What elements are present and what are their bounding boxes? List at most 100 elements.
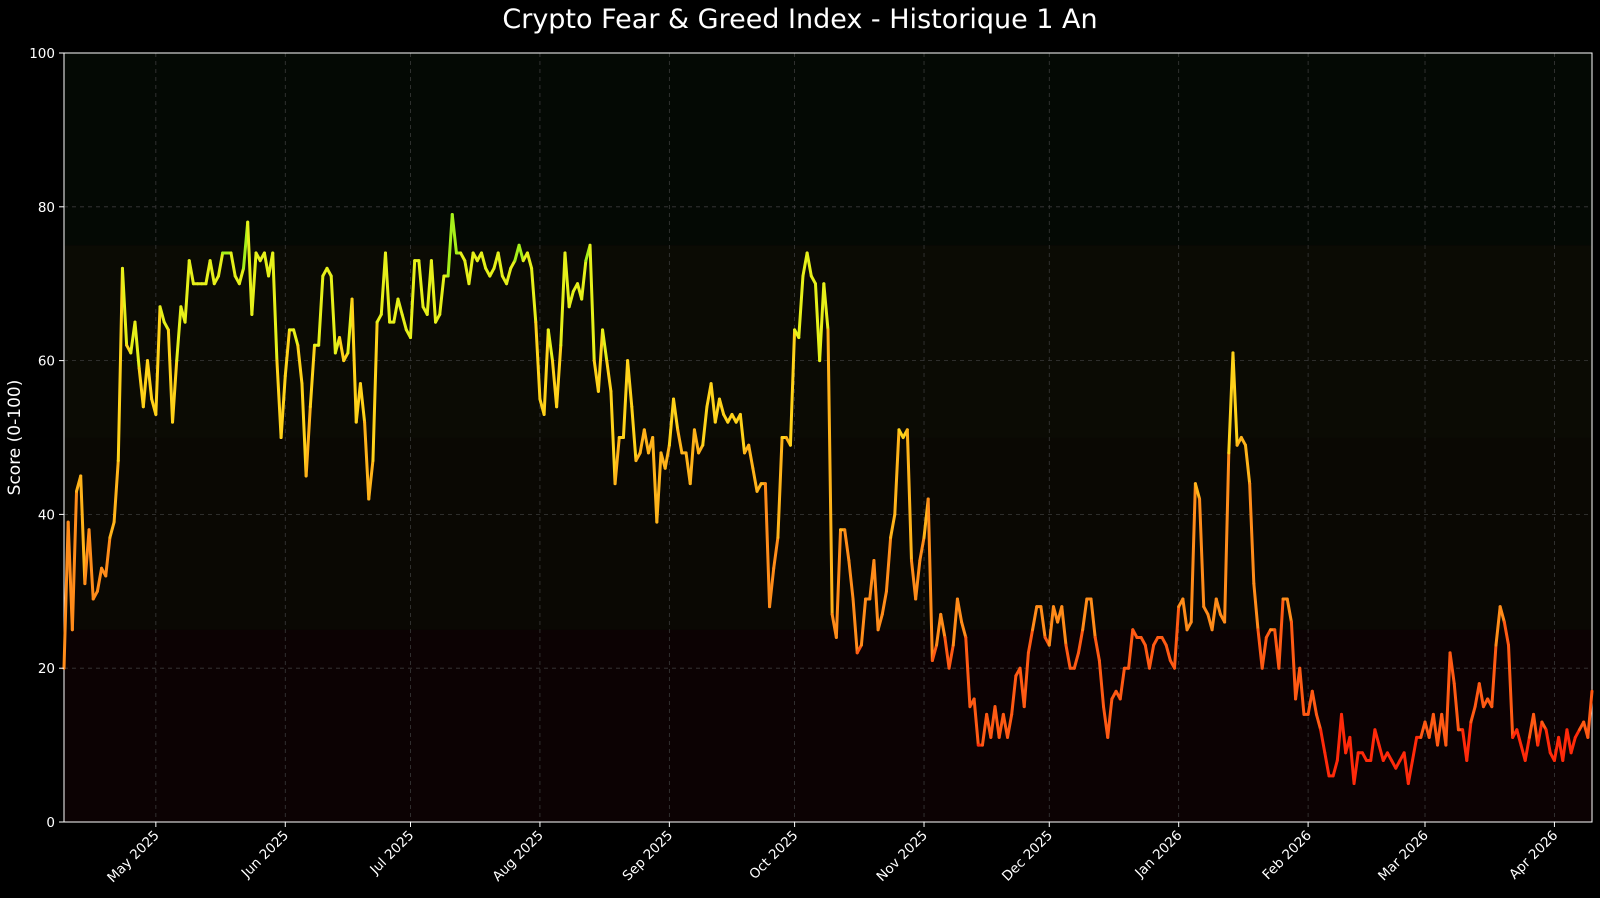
line-segment <box>1243 443 1252 486</box>
x-tick-label: Dec 2025 <box>999 828 1056 885</box>
line-segment <box>517 243 525 263</box>
line-segment <box>175 305 183 363</box>
line-segment <box>1289 620 1298 701</box>
line-segment <box>383 251 392 324</box>
line-segment <box>530 266 538 324</box>
line-segment <box>1181 597 1189 632</box>
line-segment <box>939 612 947 639</box>
line-segment <box>208 259 216 286</box>
line-segment <box>1285 597 1293 624</box>
line-segment <box>555 343 563 409</box>
line-segment <box>1231 351 1239 447</box>
line-segment <box>1147 643 1156 670</box>
line-segment <box>1523 735 1531 762</box>
line-segment <box>964 635 972 709</box>
line-segment <box>889 512 897 539</box>
line-segment <box>292 328 300 347</box>
y-tick-label: 20 <box>38 661 55 677</box>
line-segment <box>1072 651 1080 670</box>
x-tick-label: Sep 2025 <box>620 828 677 885</box>
line-segment <box>596 328 605 393</box>
line-segment <box>805 251 813 278</box>
line-segment <box>1314 712 1323 732</box>
line-segment <box>1498 605 1506 624</box>
line-segment <box>788 328 797 447</box>
line-segment <box>797 274 805 340</box>
line-segment <box>688 428 696 486</box>
line-segment <box>834 528 843 639</box>
line-segment <box>141 359 149 409</box>
line-segment <box>1081 597 1089 632</box>
line-segment <box>926 497 934 663</box>
line-segment <box>1214 597 1222 616</box>
line-segment <box>1089 597 1097 639</box>
line-segment <box>409 259 417 340</box>
line-segment <box>1106 697 1114 739</box>
line-segment <box>1118 666 1126 701</box>
line-segment <box>279 374 287 439</box>
line-segment <box>496 251 504 278</box>
line-segment <box>62 520 70 670</box>
line-segment <box>1331 758 1339 778</box>
line-segment <box>1373 728 1381 747</box>
line-segment <box>283 328 291 378</box>
x-tick-label: May 2025 <box>104 828 162 886</box>
line-segment <box>1031 605 1039 632</box>
y-tick-label: 0 <box>46 815 55 831</box>
line-segment <box>171 359 179 424</box>
line-segment <box>667 397 676 447</box>
x-tick-label: Nov 2025 <box>874 828 931 885</box>
line-segment <box>1006 712 1014 739</box>
line-segment <box>905 428 913 563</box>
x-tick-label: Aug 2025 <box>489 828 546 885</box>
line-segment <box>663 443 671 470</box>
line-segment <box>626 359 634 409</box>
line-segment <box>133 320 141 370</box>
line-segment <box>609 389 617 486</box>
line-segment <box>371 320 379 463</box>
line-segment <box>1252 582 1260 632</box>
line-segment <box>1210 597 1218 632</box>
line-segment <box>1536 720 1544 747</box>
line-segment <box>951 597 959 647</box>
line-segment <box>880 589 888 616</box>
line-segment <box>329 274 337 355</box>
line-segment <box>676 428 684 455</box>
line-segment <box>751 466 759 493</box>
line-segment <box>1298 666 1306 716</box>
line-segment <box>588 243 596 363</box>
line-segment <box>166 328 175 424</box>
line-segment <box>1223 451 1231 624</box>
line-segment <box>145 359 154 401</box>
x-tick-label: Oct 2025 <box>746 828 801 883</box>
line-segment <box>826 328 834 616</box>
line-segment <box>717 397 726 416</box>
line-segment <box>1193 482 1202 501</box>
line-segment <box>1064 643 1072 670</box>
line-segment <box>1544 728 1552 755</box>
line-segment <box>1515 728 1523 747</box>
line-segment <box>542 328 550 416</box>
line-segment <box>1248 482 1256 586</box>
line-segment <box>1352 751 1360 786</box>
line-segment <box>876 612 884 632</box>
y-axis-ticks: 0 20 40 60 80 100 <box>29 46 64 831</box>
line-segment <box>358 382 367 424</box>
line-segment <box>918 535 926 563</box>
line-segment <box>1586 689 1594 739</box>
line-segment <box>1448 651 1456 686</box>
line-segment <box>843 528 851 563</box>
line-segment <box>120 266 129 347</box>
line-segment <box>246 220 254 316</box>
line-segment <box>417 259 425 309</box>
line-segment <box>216 251 225 278</box>
line-segment <box>935 612 943 647</box>
line-segment <box>438 274 446 316</box>
line-segment <box>1173 605 1181 670</box>
line-segment <box>317 274 325 347</box>
line-segment <box>1039 605 1047 639</box>
line-segment <box>116 266 124 463</box>
line-segment <box>396 297 404 316</box>
line-segment <box>104 535 112 578</box>
line-segment <box>79 474 87 586</box>
